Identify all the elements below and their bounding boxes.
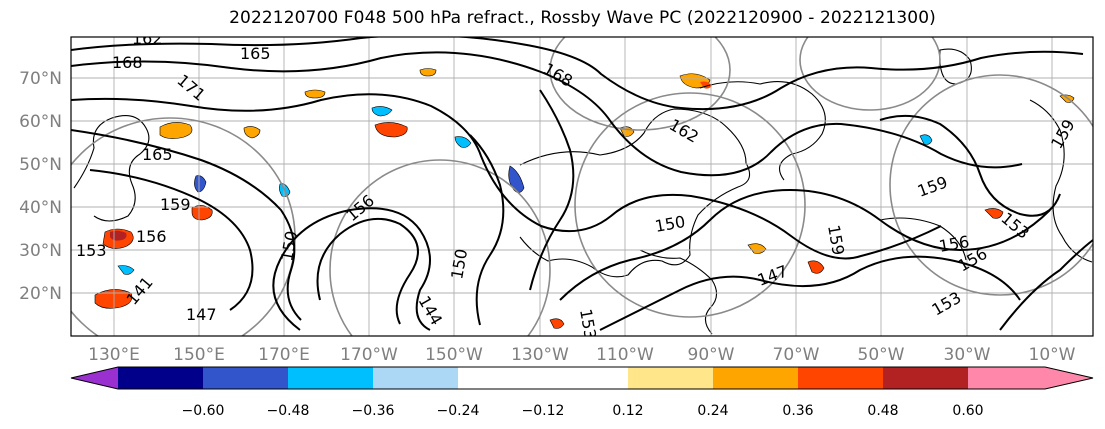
lon-label: 130°W [511,345,569,365]
colorbar: −0.60 −0.48 −0.36 −0.24 −0.12 0.12 0.24 … [70,366,1094,419]
lon-label: 90°W [688,345,735,365]
lon-label: 70°W [773,345,820,365]
colorbar-segment [798,367,883,389]
height-contours [71,37,1093,331]
lat-label: 50°N [19,155,62,175]
colorbar-tick-label: 0.48 [867,403,898,419]
lon-label: 110°W [596,345,654,365]
lon-label: 150°W [425,345,483,365]
lon-label: 150°E [173,345,225,365]
contour-label: 165 [240,44,271,63]
lat-label: 70°N [19,69,62,89]
contour-label: 147 [186,305,217,324]
lon-label: 130°E [88,345,140,365]
colorbar-tick-label: −0.48 [267,403,310,419]
colorbar-extend-high [968,367,1093,389]
lat-label: 40°N [19,198,62,218]
lon-label: 30°W [944,345,991,365]
contour-label: 165 [142,145,173,164]
colorbar-tick-label: 0.12 [612,403,643,419]
latitude-labels: 70°N 60°N 50°N 40°N 30°N 20°N [19,69,62,304]
lon-label: 170°W [340,345,398,365]
lat-label: 60°N [19,112,62,132]
lat-label: 20°N [19,284,62,304]
colorbar-tick-label: −0.36 [352,403,395,419]
lon-label: 170°E [258,345,310,365]
colorbar-segment [203,367,288,389]
colorbar-segment [713,367,798,389]
colorbar-segment [288,367,373,389]
map-background [71,37,1093,336]
lon-label: 50°W [858,345,905,365]
contour-label: 153 [576,307,600,340]
colorbar-tick-label: 0.60 [952,403,983,419]
contour-label: 156 [136,227,167,246]
contour-label: 162 [132,29,163,48]
colorbar-extend-low [71,367,118,389]
contour-label: 153 [76,241,107,260]
lat-label: 30°N [19,241,62,261]
colorbar-tick-label: −0.60 [182,403,225,419]
colorbar-segment [118,367,203,389]
contour-label: 168 [112,53,143,72]
lon-label: 10°W [1029,345,1076,365]
colorbar-tick-label: −0.12 [522,403,565,419]
colorbar-tick-label: −0.24 [437,403,480,419]
map-frame [70,36,1094,337]
colorbar-segment [373,367,458,389]
colorbar-tick-label: 0.24 [697,403,728,419]
colorbar-tick-label: 0.36 [782,403,813,419]
colorbar-segment [883,367,968,389]
coastlines [73,48,1093,335]
colorbar-segment [458,367,543,389]
colorbar-outline [70,366,1094,390]
colorbar-segment [543,367,628,389]
contour-label: 159 [160,195,191,214]
longitude-labels: 130°E 150°E 170°E 170°W 150°W 130°W 110°… [88,345,1076,365]
graticule [71,37,1093,336]
colorbar-segment [628,367,713,389]
refractivity-shading [94,68,1075,329]
map-title: 2022120700 F048 500 hPa refract., Rossby… [229,8,936,28]
